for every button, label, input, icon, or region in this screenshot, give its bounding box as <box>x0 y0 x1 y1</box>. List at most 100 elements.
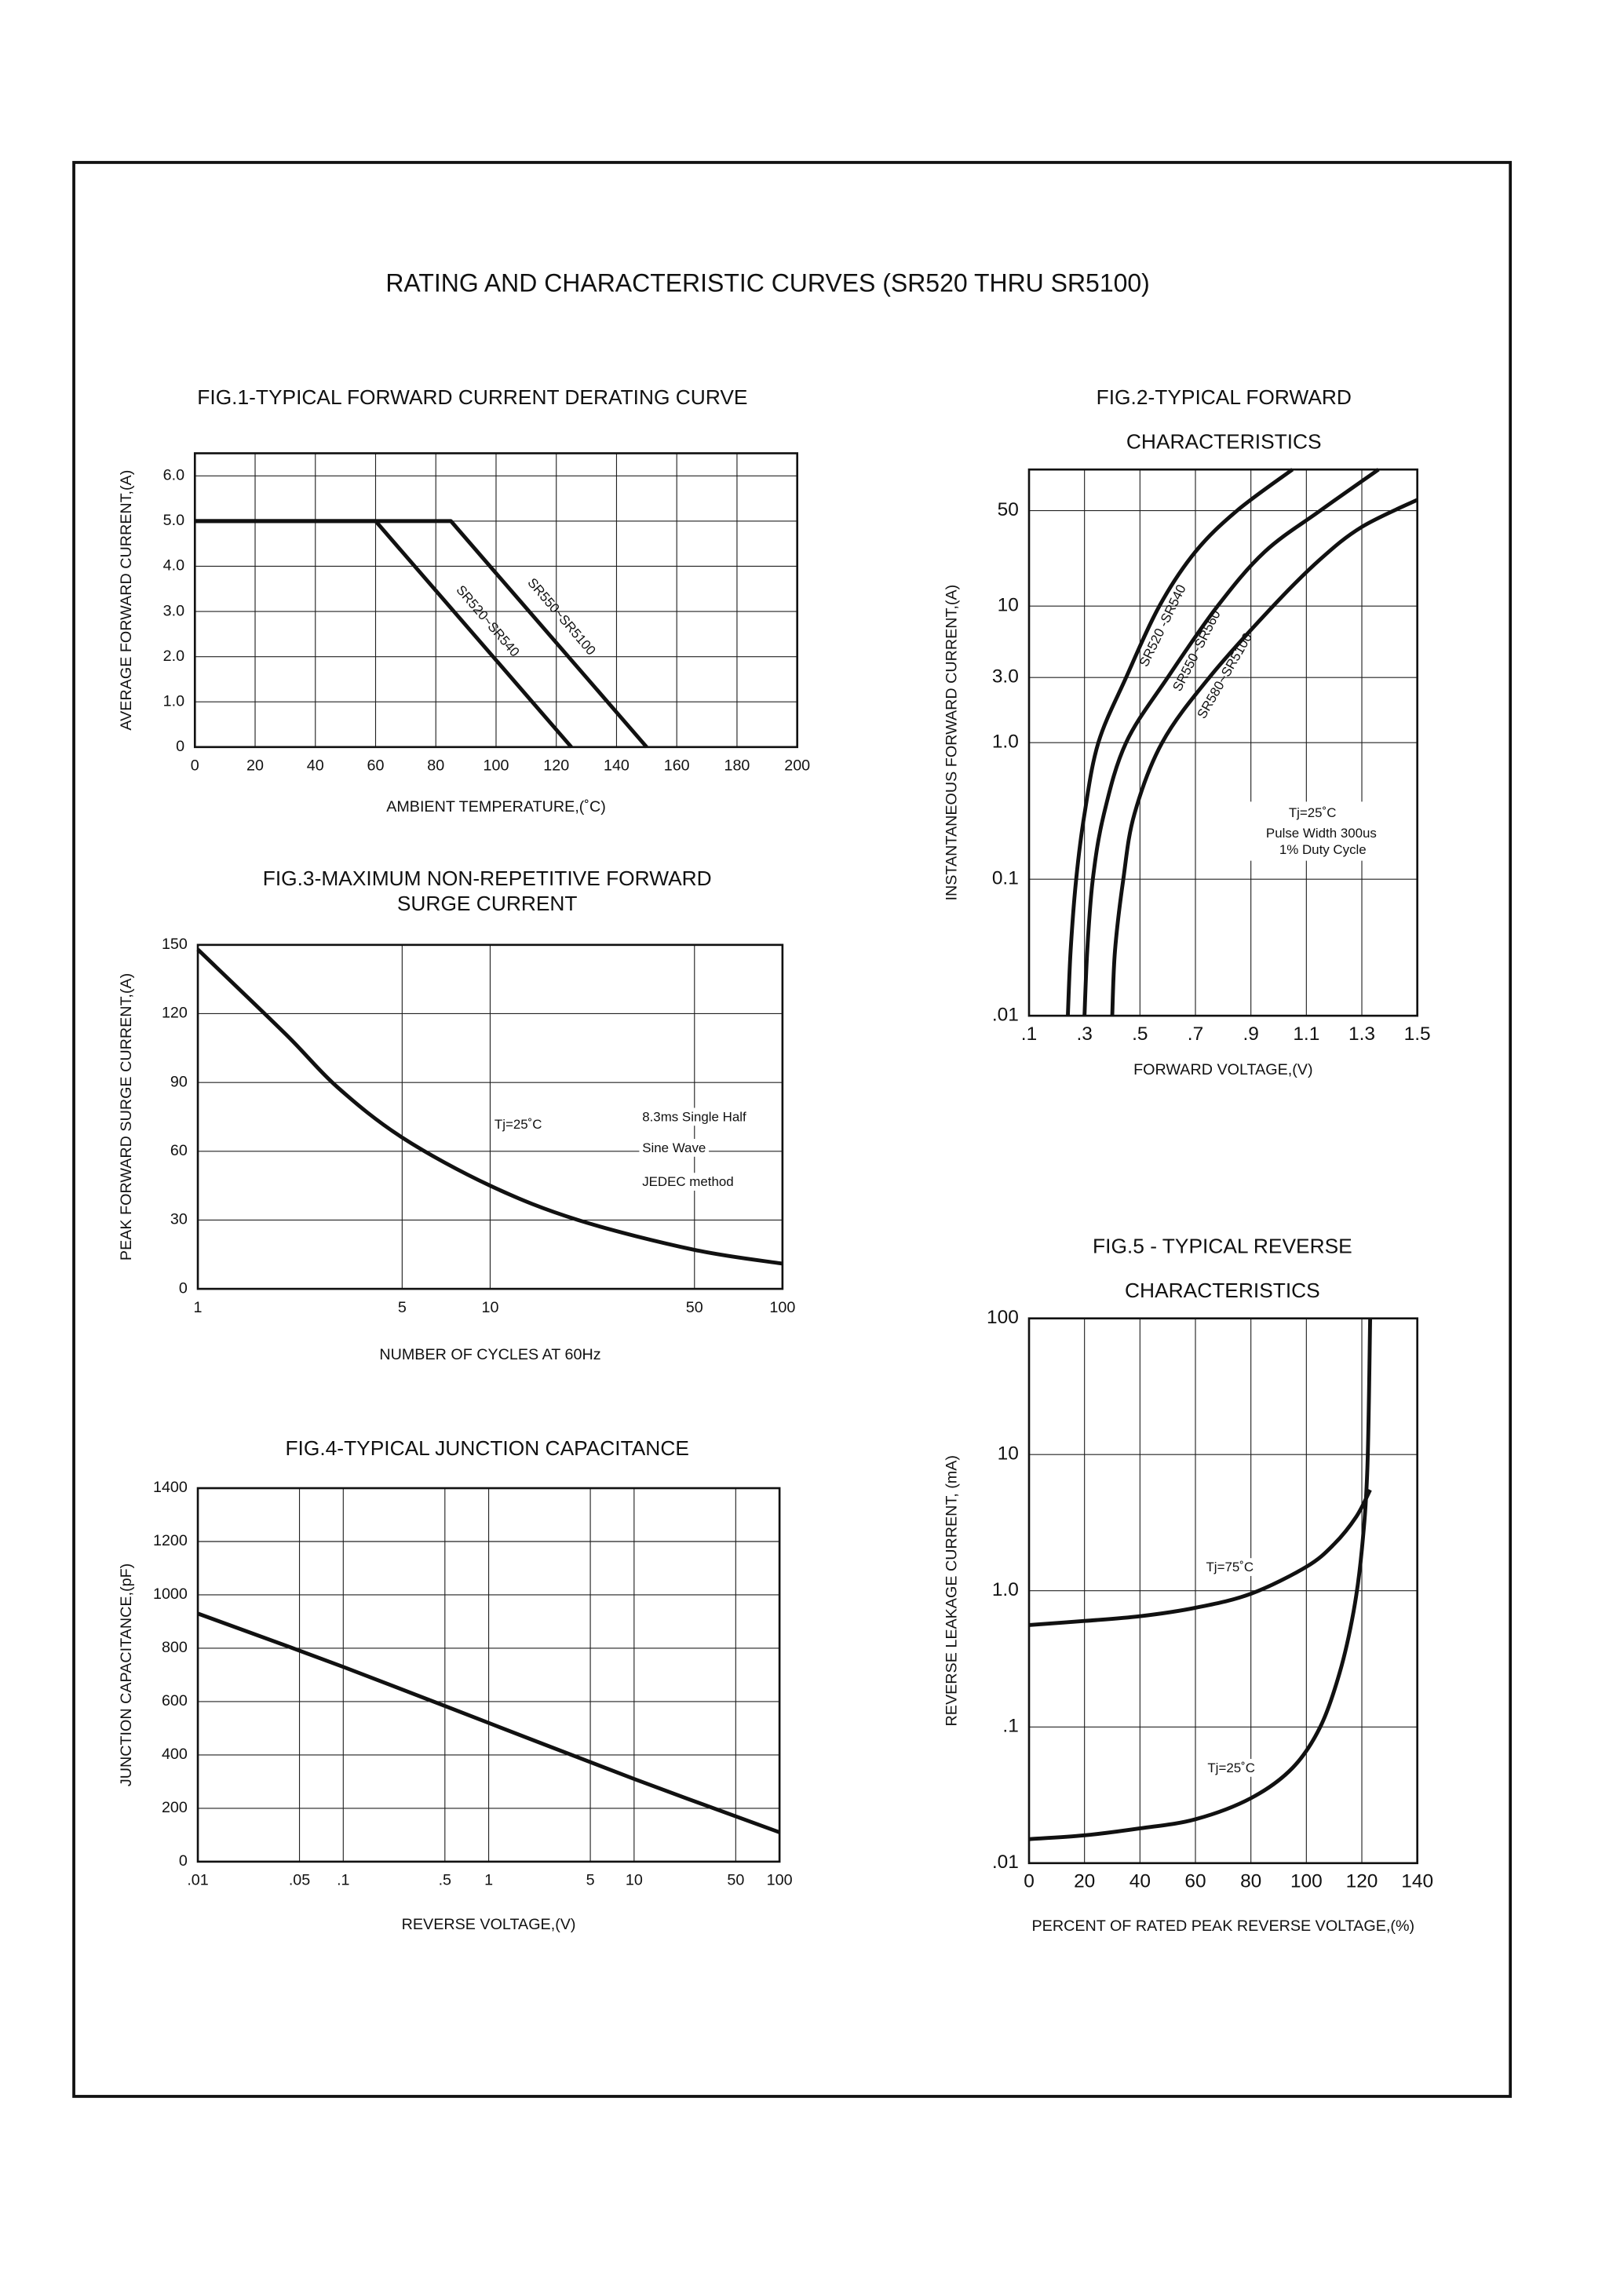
chart-title: CHARACTERISTICS <box>1126 429 1322 453</box>
x-tick-label: 0 <box>1024 1871 1035 1892</box>
chart-title: FIG.3-MAXIMUM NON-REPETITIVE FORWARD <box>263 867 712 890</box>
x-tick-label: .5 <box>1132 1023 1148 1045</box>
x-tick-label: 1.1 <box>1293 1023 1319 1045</box>
x-tick-label: 140 <box>604 757 630 774</box>
plot-frame <box>193 452 799 749</box>
chart: FIG.5 - TYPICAL REVERSE CHARACTERISTICS .0… <box>943 1234 1433 1934</box>
x-tick-label: 120 <box>1346 1871 1378 1892</box>
x-tick-label: 60 <box>367 757 385 774</box>
x-tick-label: 40 <box>1130 1871 1151 1892</box>
y-tick-label: 1.0 <box>992 1579 1019 1600</box>
chart-title: SURGE CURRENT <box>397 892 578 915</box>
annotation: Pulse Width 300us <box>1266 826 1377 841</box>
data-line <box>1028 1318 1373 1841</box>
x-tick-label: 10 <box>626 1872 643 1889</box>
x-tick-label: .1 <box>1021 1023 1037 1045</box>
annotation: 1% Duty Cycle <box>1279 842 1367 857</box>
y-axis-label: PEAK FORWARD SURGE CURRENT,(A) <box>118 973 135 1261</box>
x-tick-label: 100 <box>1290 1871 1323 1892</box>
x-tick-label: 50 <box>686 1299 703 1316</box>
y-tick-label: 1.0 <box>992 732 1019 753</box>
data-line <box>195 519 648 749</box>
y-tick-label: 3.0 <box>163 602 184 619</box>
y-tick-label: 200 <box>162 1799 188 1816</box>
plot-frame <box>1027 468 1418 1017</box>
y-axis-label: REVERSE LEAKAGE CURRENT, (mA) <box>943 1455 960 1726</box>
x-tick-label: 60 <box>1184 1871 1206 1892</box>
label-background <box>639 1173 737 1191</box>
chart: FIG.1-TYPICAL FORWARD CURRENT DERATING C… <box>118 385 810 815</box>
data-line <box>196 947 783 1266</box>
plot-frame <box>1027 1317 1418 1865</box>
x-axis-label: AMBIENT TEMPERATURE,(˚C) <box>386 798 606 815</box>
x-tick-label: 200 <box>784 757 810 774</box>
y-tick-label: 10 <box>998 595 1019 616</box>
x-tick-label: 10 <box>481 1299 498 1316</box>
y-tick-label: 1000 <box>153 1585 188 1603</box>
x-tick-label: 180 <box>724 757 750 774</box>
annotation: Tj=25˚C <box>1289 805 1337 820</box>
y-tick-label: 5.0 <box>163 512 184 529</box>
y-tick-label: 3.0 <box>992 666 1019 688</box>
y-tick-label: 90 <box>170 1073 188 1090</box>
x-tick-label: 100 <box>484 757 509 774</box>
chart: FIG.2-TYPICAL FORWARD CHARACTERISTICS .01 0… <box>943 385 1430 1078</box>
page-title: RATING AND CHARACTERISTIC CURVES (SR520 … <box>385 269 1150 297</box>
x-tick-label: 80 <box>1240 1871 1261 1892</box>
y-tick-label: 60 <box>170 1142 188 1159</box>
chart-title: CHARACTERISTICS <box>1125 1279 1320 1302</box>
series-label: Tj=25˚C <box>1207 1760 1255 1775</box>
data-line <box>197 1611 780 1834</box>
chart-title: FIG.1-TYPICAL FORWARD CURRENT DERATING C… <box>197 385 747 409</box>
y-tick-label: 50 <box>998 499 1019 520</box>
x-tick-label: 100 <box>769 1299 795 1316</box>
y-tick-label: 0 <box>179 1279 188 1297</box>
y-tick-label: 0 <box>179 1852 188 1870</box>
x-tick-label: .7 <box>1188 1023 1203 1045</box>
chart: FIG.3-MAXIMUM NON-REPETITIVE FORWARDSURG… <box>118 867 795 1363</box>
x-tick-label: 160 <box>664 757 690 774</box>
plot-frame <box>196 1487 781 1863</box>
y-tick-label: 1.0 <box>163 692 184 710</box>
annotation: 8.3ms Single Half <box>642 1109 746 1124</box>
x-tick-label: 20 <box>1074 1871 1095 1892</box>
label-background <box>639 1107 750 1126</box>
chart: FIG.4-TYPICAL JUNCTION CAPACITANCE 0 200 40… <box>118 1436 793 1933</box>
x-tick-label: 5 <box>398 1299 407 1316</box>
y-tick-label: .01 <box>992 1005 1019 1026</box>
y-tick-label: 1400 <box>153 1479 188 1496</box>
data-line <box>1028 1489 1372 1627</box>
x-tick-label: 20 <box>246 757 264 774</box>
x-axis-label: REVERSE VOLTAGE,(V) <box>402 1916 576 1933</box>
x-tick-label: 1 <box>484 1872 493 1889</box>
y-axis-label: INSTANTANEOUS FORWARD CURRENT,(A) <box>943 585 960 901</box>
y-tick-label: 150 <box>162 936 188 953</box>
x-tick-label: 100 <box>767 1872 793 1889</box>
y-tick-label: 0.1 <box>992 868 1019 889</box>
x-tick-label: .01 <box>187 1872 208 1889</box>
y-tick-label: 1200 <box>153 1532 188 1549</box>
x-tick-label: 0 <box>191 757 199 774</box>
x-tick-label: 1.3 <box>1348 1023 1375 1045</box>
x-tick-label: 1.5 <box>1404 1023 1431 1045</box>
x-tick-label: .05 <box>289 1872 310 1889</box>
label-background <box>1286 804 1340 822</box>
x-tick-label: 120 <box>543 757 569 774</box>
y-tick-label: 400 <box>162 1746 188 1763</box>
y-tick-label: .1 <box>1002 1716 1018 1737</box>
label-background <box>1263 824 1380 843</box>
x-axis-label: FORWARD VOLTAGE,(V) <box>1133 1061 1312 1078</box>
y-tick-label: 10 <box>998 1443 1019 1465</box>
data-line <box>195 519 573 749</box>
y-tick-label: 800 <box>162 1639 188 1656</box>
x-tick-label: 1 <box>194 1299 203 1316</box>
data-line <box>1082 468 1380 1016</box>
x-axis-label: NUMBER OF CYCLES AT 60Hz <box>379 1346 600 1363</box>
annotation: Tj=25˚C <box>494 1117 542 1132</box>
y-tick-label: 4.0 <box>163 557 184 575</box>
label-background <box>639 1138 710 1157</box>
label-background <box>491 1115 546 1133</box>
plot-frame <box>196 943 784 1290</box>
